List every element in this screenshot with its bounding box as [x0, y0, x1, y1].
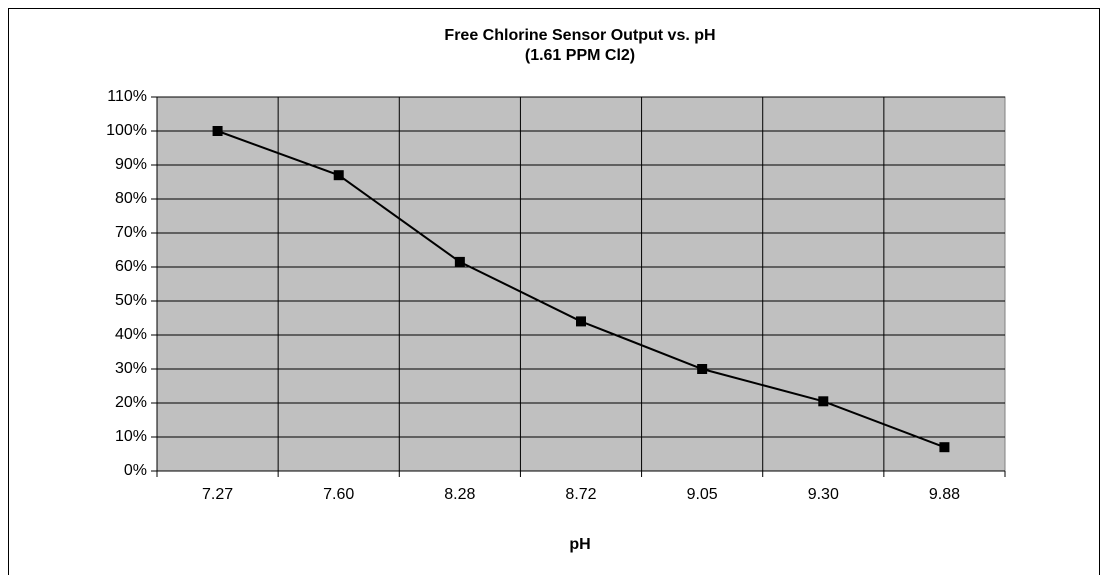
- y-tick-label: 40%: [115, 326, 147, 343]
- chart-subtitle: (1.61 PPM Cl2): [525, 47, 635, 64]
- chart-border: [8, 8, 1100, 575]
- data-point: [212, 126, 223, 136]
- y-tick-label: 30%: [115, 360, 147, 377]
- y-tick-label: 20%: [115, 394, 147, 411]
- plot-area: [156, 96, 1006, 472]
- y-tick-label: 100%: [106, 122, 147, 139]
- y-tick-label: 50%: [115, 292, 147, 309]
- data-point: [939, 442, 950, 453]
- y-tick-label: 70%: [115, 224, 147, 241]
- data-point: [576, 316, 586, 327]
- y-tick-label: 80%: [115, 190, 147, 207]
- x-tick-label: 8.72: [565, 486, 596, 503]
- y-tick-label: 110%: [107, 88, 147, 105]
- data-point: [454, 256, 465, 267]
- data-point: [333, 170, 344, 181]
- data-point: [818, 396, 829, 407]
- x-axis-label: pH: [569, 536, 590, 553]
- x-tick-label: 7.27: [202, 486, 233, 503]
- y-tick-label: 0%: [124, 462, 147, 479]
- y-tick-label: 10%: [115, 428, 147, 445]
- x-tick-label: 7.60: [323, 486, 354, 503]
- x-tick-label: 9.88: [929, 486, 960, 503]
- x-tick-label: 8.28: [444, 486, 475, 503]
- y-tick-label: 90%: [115, 156, 147, 173]
- data-point: [697, 364, 708, 374]
- x-tick-label: 9.30: [808, 486, 839, 503]
- y-tick-label: 60%: [115, 258, 147, 275]
- x-tick-label: 9.05: [687, 486, 718, 503]
- chart-title: Free Chlorine Sensor Output vs. pH: [444, 27, 715, 44]
